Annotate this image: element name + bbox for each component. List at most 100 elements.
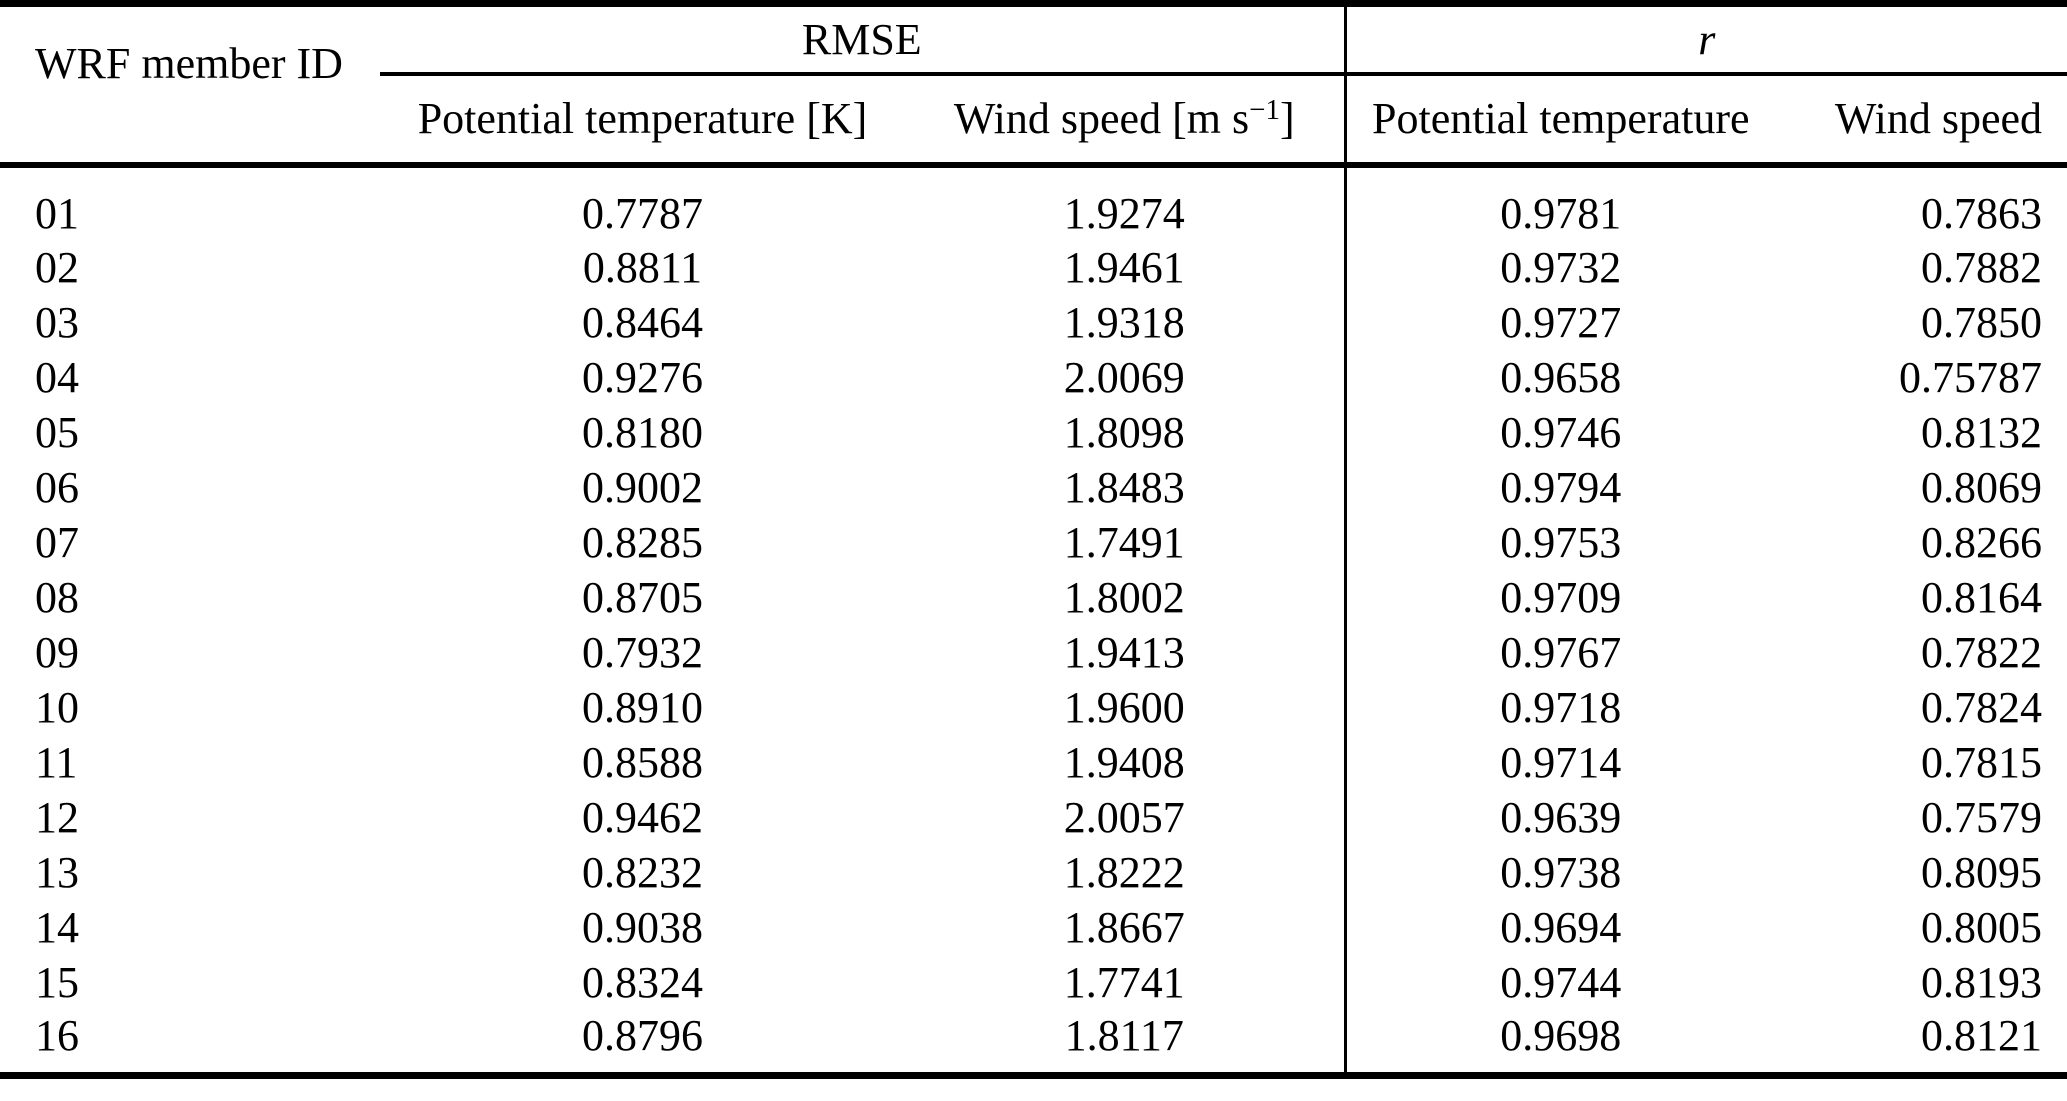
table-row: 09 0.7932 1.9413 0.9767 0.7822 — [0, 624, 2067, 680]
cell-rmse-wind-speed: 1.8098 — [1063, 407, 1185, 457]
cell-rmse-wind-speed: 1.8002 — [1063, 572, 1185, 622]
cell-rmse-potential-temperature: 0.8324 — [582, 957, 703, 1007]
cell-r-potential-temperature: 0.9753 — [1343, 514, 1776, 570]
cell-member-id: 05 — [35, 407, 79, 457]
cell-member-id: 15 — [35, 957, 79, 1007]
col-header-r-wind-speed: Wind speed — [1775, 73, 2067, 168]
table-row: 04 0.9276 2.0069 0.9658 0.75787 — [0, 349, 2067, 405]
table-row: 08 0.8705 1.8002 0.9709 0.8164 — [0, 569, 2067, 625]
cell-member-id: 02 — [35, 242, 79, 292]
cell-rmse-potential-temperature: 0.8464 — [582, 297, 703, 347]
cell-rmse-potential-temperature: 0.8180 — [582, 407, 703, 457]
table-body: 01 0.7787 1.9274 0.9781 0.7863 02 0.8811… — [0, 164, 2067, 1076]
table-row: 02 0.8811 1.9461 0.9732 0.7882 — [0, 239, 2067, 295]
cell-rmse-wind-speed: 1.9413 — [1063, 627, 1185, 677]
cell-r-wind-speed: 0.75787 — [1899, 352, 2043, 402]
cell-rmse-potential-temperature: 0.8588 — [582, 737, 703, 787]
cell-member-id: 13 — [35, 847, 79, 897]
cell-r-wind-speed: 0.8132 — [1921, 407, 2043, 457]
wind-speed-unit-close-bracket: ] — [1279, 94, 1295, 143]
cell-member-id: 11 — [35, 737, 78, 787]
cell-r-potential-temperature: 0.9718 — [1343, 679, 1776, 735]
table-row: 10 0.8910 1.9600 0.9718 0.7824 — [0, 679, 2067, 735]
cell-r-potential-temperature: 0.9744 — [1343, 954, 1776, 1010]
cell-r-potential-temperature: 0.9698 — [1343, 1009, 1776, 1076]
table-sub-header-row: Potential temperature [K] Wind speed [m … — [0, 73, 2067, 168]
cell-rmse-wind-speed: 1.9461 — [1063, 242, 1185, 292]
cell-r-wind-speed: 0.7882 — [1921, 242, 2043, 292]
wind-speed-unit-exponent: −1 — [1249, 94, 1280, 126]
table-row: 07 0.8285 1.7491 0.9753 0.8266 — [0, 514, 2067, 570]
cell-member-id: 12 — [35, 792, 79, 842]
cell-r-wind-speed: 0.7815 — [1921, 737, 2043, 787]
cell-r-wind-speed: 0.8005 — [1921, 902, 2043, 952]
cell-r-potential-temperature: 0.9658 — [1343, 349, 1776, 405]
cell-r-wind-speed: 0.8069 — [1921, 462, 2043, 512]
cell-r-wind-speed: 0.7824 — [1921, 682, 2043, 732]
table-row: 03 0.8464 1.9318 0.9727 0.7850 — [0, 294, 2067, 350]
table-row: 01 0.7787 1.9274 0.9781 0.7863 — [0, 164, 2067, 240]
cell-r-wind-speed: 0.8193 — [1921, 957, 2043, 1007]
table-row: 13 0.8232 1.8222 0.9738 0.8095 — [0, 844, 2067, 900]
cell-member-id: 06 — [35, 462, 79, 512]
col-group-header-r: r — [1343, 3, 2067, 76]
cell-r-potential-temperature: 0.9781 — [1343, 164, 1776, 240]
cell-r-wind-speed: 0.8266 — [1921, 517, 2043, 567]
col-header-rmse-wind-speed: Wind speed [m s−1] — [905, 73, 1346, 168]
cell-rmse-wind-speed: 1.7491 — [1063, 517, 1185, 567]
cell-rmse-wind-speed: 1.8222 — [1063, 847, 1185, 897]
cell-rmse-potential-temperature: 0.9002 — [582, 462, 703, 512]
cell-rmse-potential-temperature: 0.8796 — [582, 1010, 703, 1060]
cell-rmse-wind-speed: 1.8483 — [1063, 462, 1185, 512]
cell-rmse-potential-temperature: 0.8232 — [582, 847, 703, 897]
col-header-wrf-member-id: WRF member ID — [0, 3, 380, 168]
cell-r-potential-temperature: 0.9639 — [1343, 789, 1776, 845]
cell-rmse-potential-temperature: 0.7787 — [582, 189, 703, 238]
cell-rmse-wind-speed: 2.0069 — [1063, 352, 1185, 402]
table-row: 05 0.8180 1.8098 0.9746 0.8132 — [0, 404, 2067, 460]
col-header-r-potential-temperature: Potential temperature — [1343, 73, 1776, 168]
cell-rmse-wind-speed: 1.9318 — [1063, 297, 1185, 347]
cell-rmse-wind-speed: 1.9274 — [1063, 189, 1185, 238]
cell-r-wind-speed: 0.7863 — [1921, 189, 2043, 238]
cell-member-id: 10 — [35, 682, 79, 732]
cell-r-potential-temperature: 0.9738 — [1343, 844, 1776, 900]
cell-rmse-potential-temperature: 0.8811 — [582, 242, 703, 292]
col-header-rmse-potential-temperature: Potential temperature [K] — [380, 73, 905, 168]
table-group-header-row: WRF member ID RMSE r — [0, 3, 2067, 168]
cell-rmse-potential-temperature: 0.9462 — [582, 792, 703, 842]
table-row: 14 0.9038 1.8667 0.9694 0.8005 — [0, 899, 2067, 955]
table-row: 11 0.8588 1.9408 0.9714 0.7815 — [0, 734, 2067, 790]
cell-rmse-potential-temperature: 0.8285 — [582, 517, 703, 567]
table-row: 16 0.8796 1.8117 0.9698 0.8121 — [0, 1009, 2067, 1076]
col-group-header-rmse: RMSE — [380, 3, 1346, 76]
cell-r-potential-temperature: 0.9746 — [1343, 404, 1776, 460]
table-row: 06 0.9002 1.8483 0.9794 0.8069 — [0, 459, 2067, 515]
cell-r-wind-speed: 0.7579 — [1921, 792, 2043, 842]
table-header: WRF member ID RMSE r Potential temperatu… — [0, 3, 2067, 168]
cell-r-potential-temperature: 0.9767 — [1343, 624, 1776, 680]
cell-member-id: 08 — [35, 572, 79, 622]
cell-r-wind-speed: 0.8095 — [1921, 847, 2043, 897]
cell-r-potential-temperature: 0.9714 — [1343, 734, 1776, 790]
cell-rmse-wind-speed: 2.0057 — [1063, 792, 1185, 842]
cell-rmse-wind-speed: 1.9408 — [1063, 737, 1185, 787]
cell-r-wind-speed: 0.7850 — [1921, 297, 2043, 347]
cell-rmse-potential-temperature: 0.9038 — [582, 902, 703, 952]
cell-rmse-wind-speed: 1.8667 — [1063, 902, 1185, 952]
table-row: 15 0.8324 1.7741 0.9744 0.8193 — [0, 954, 2067, 1010]
cell-rmse-wind-speed: 1.7741 — [1063, 957, 1185, 1007]
cell-rmse-potential-temperature: 0.8705 — [582, 572, 703, 622]
cell-rmse-potential-temperature: 0.7932 — [582, 627, 703, 677]
cell-rmse-potential-temperature: 0.9276 — [582, 352, 703, 402]
cell-rmse-wind-speed: 1.8117 — [1064, 1010, 1184, 1060]
cell-rmse-wind-speed: 1.9600 — [1063, 682, 1185, 732]
cell-member-id: 16 — [35, 1010, 79, 1060]
cell-r-potential-temperature: 0.9727 — [1343, 294, 1776, 350]
cell-r-potential-temperature: 0.9794 — [1343, 459, 1776, 515]
cell-r-wind-speed: 0.8164 — [1921, 572, 2043, 622]
cell-member-id: 14 — [35, 902, 79, 952]
cell-r-wind-speed: 0.8121 — [1921, 1010, 2043, 1060]
